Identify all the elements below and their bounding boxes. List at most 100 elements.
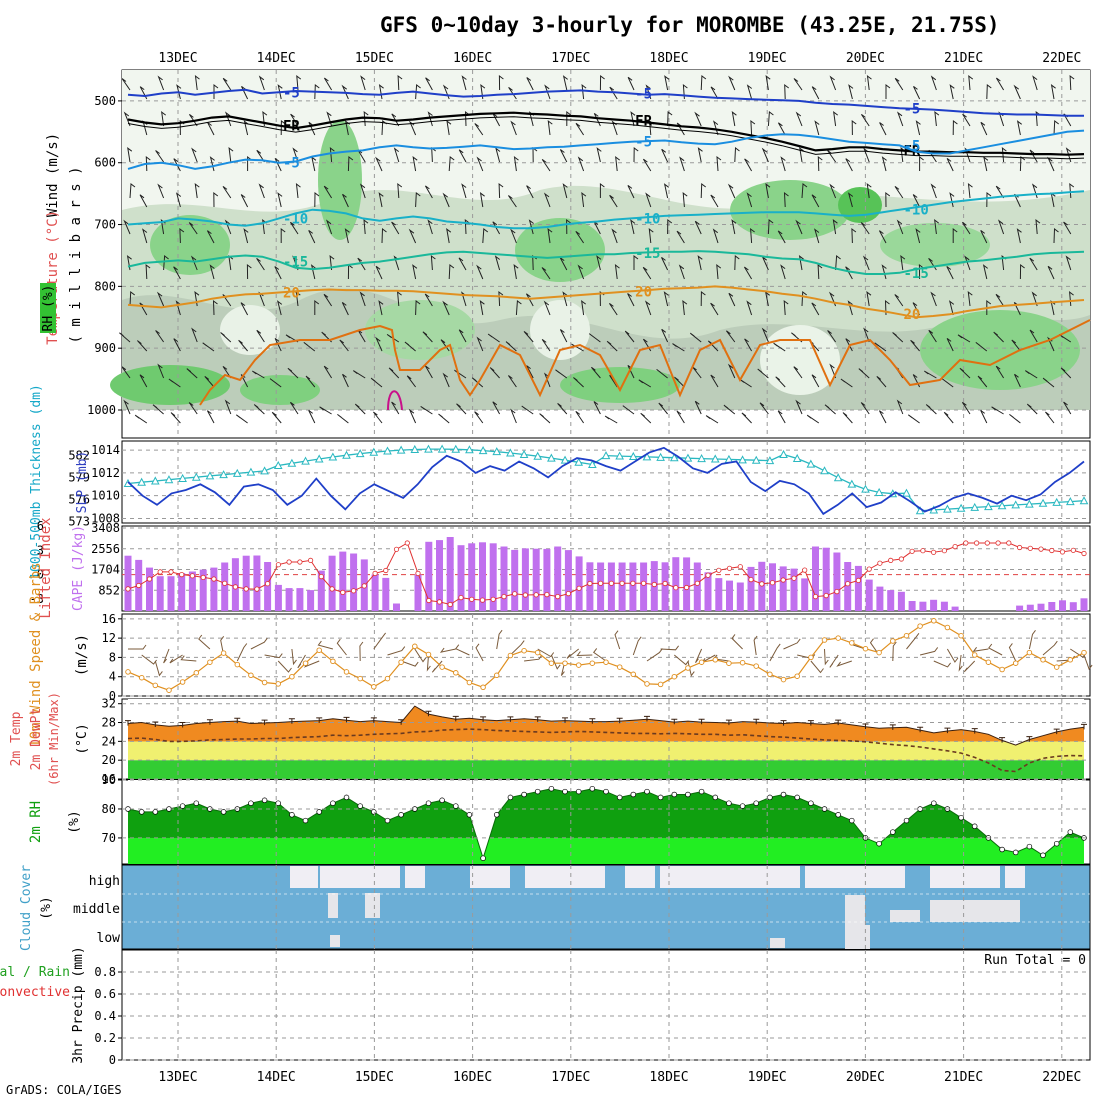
upper-barb [163, 255, 169, 271]
wind-speed-point [453, 670, 459, 676]
wind-speed-point [193, 670, 200, 676]
surface-barb [836, 660, 852, 667]
upper-barb [476, 336, 484, 352]
wind-speed-point [835, 635, 841, 641]
upper-barb [716, 155, 722, 172]
upper-barb [296, 75, 302, 91]
upper-barb [559, 329, 568, 343]
upper-barb [480, 83, 486, 100]
wind-tick-label-1: 4 [109, 670, 116, 684]
upper-barb [731, 219, 737, 235]
li-point [608, 580, 615, 586]
precip-tick-label-4: 0.8 [94, 965, 116, 979]
upper-barb [341, 84, 349, 100]
pressure-tick-label-2: 700 [94, 218, 116, 232]
thickness-point [792, 453, 802, 462]
upper-barb [982, 264, 988, 280]
cape-bar [500, 546, 508, 611]
day-label-bottom-21dec: 21DEC [944, 1070, 983, 1085]
surface-barb [753, 635, 758, 656]
upper-barb [139, 86, 148, 100]
wind-speed-point [439, 664, 445, 670]
ylabel-millibars: ( m i l l i b a r s ) [68, 166, 84, 343]
slp-tick-label-0: 1008 [91, 511, 120, 525]
ylabel-2m-dewpt: 2m DewPt [29, 708, 44, 771]
upper-barb [728, 75, 736, 91]
upper-barb [575, 122, 585, 136]
surface-barb [180, 655, 197, 662]
rh-point [890, 829, 896, 835]
upper-barb [378, 192, 384, 208]
thickness-point [710, 454, 720, 463]
upper-barb [727, 183, 736, 199]
cape-bar [1026, 604, 1034, 611]
ylabel-cloud-units: (%) [39, 896, 54, 919]
li-point [812, 593, 819, 600]
isotherm-label-5-1: 20 [635, 284, 652, 300]
upper-barb [627, 293, 635, 307]
cape-bar [865, 579, 873, 611]
slp-series [123, 444, 1089, 516]
upper-barb [321, 331, 332, 343]
wind-speed-point [562, 660, 568, 666]
upper-barb [848, 84, 854, 100]
thickness-point [861, 484, 870, 493]
upper-barb [555, 369, 568, 379]
upper-barb [415, 192, 421, 208]
surface-barb [810, 660, 824, 674]
upper-barb [236, 414, 248, 424]
upper-barb [1053, 120, 1059, 136]
thickness-point [656, 452, 665, 461]
upper-barb [599, 183, 605, 198]
upper-barb [915, 228, 921, 244]
upper-barb [811, 302, 820, 316]
upper-barb [622, 405, 635, 415]
upper-barb [765, 183, 771, 199]
thickness-point [751, 455, 761, 464]
isotherm-label-3-2: -10 [904, 203, 929, 219]
temp-max-marker [616, 717, 623, 724]
li-point [383, 567, 389, 574]
upper-barb [408, 120, 417, 136]
wind-speed-point [412, 643, 418, 650]
rh-point [616, 794, 623, 801]
upper-barb [1025, 370, 1038, 379]
li-point [522, 592, 529, 598]
wind-speed-point [275, 681, 281, 687]
thickness-point [533, 451, 543, 460]
upper-barb [285, 334, 299, 343]
surface-barb [220, 636, 225, 656]
temp-line [127, 705, 1085, 746]
upper-barb [498, 182, 504, 199]
upper-barb [474, 123, 484, 136]
upper-barb [243, 228, 249, 244]
wind-tick-label-3: 12 [102, 631, 116, 645]
thickness-point [232, 468, 242, 477]
upper-barb [308, 121, 316, 136]
upper-barb [780, 264, 786, 280]
precip-gridlines [122, 950, 1090, 1061]
cape-panel: 852 1704 2556 3408 -3 0 3 6 Lifted Index CAPE (… [30, 517, 1091, 619]
cape-bar [393, 603, 400, 611]
upper-barb [943, 411, 954, 424]
upper-barb [222, 186, 232, 199]
isotherm-label-1-0: FR [283, 119, 300, 135]
upper-barb [1016, 228, 1022, 244]
li-tick-label-3: 6 [37, 519, 44, 533]
surface-barb [510, 640, 525, 656]
surface-barb [297, 654, 306, 669]
upper-barb [492, 401, 501, 415]
wind-speed-point [1012, 660, 1019, 666]
rh-point [275, 800, 281, 806]
upper-barb [280, 228, 286, 243]
rh-point [138, 809, 145, 815]
thickness-point [150, 476, 160, 485]
cape-bar [468, 543, 476, 611]
thickness-point [1025, 499, 1034, 508]
slp-tick-label-1: 1010 [91, 489, 120, 503]
cape-bar [715, 578, 723, 611]
upper-barb [347, 156, 354, 172]
upper-barb [575, 231, 585, 244]
wind-speed-point [903, 632, 910, 639]
wind-speed-point [589, 660, 596, 666]
